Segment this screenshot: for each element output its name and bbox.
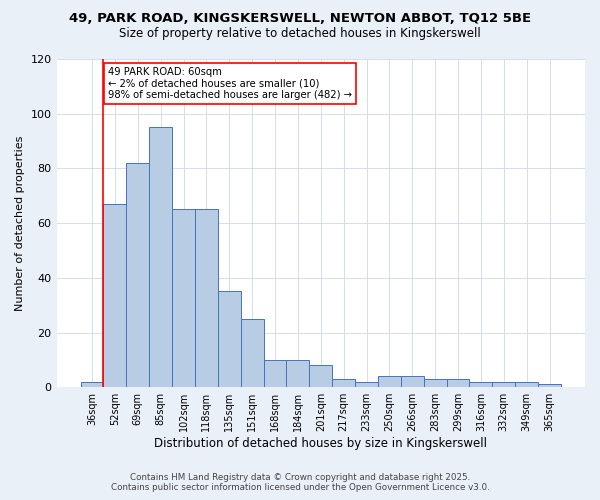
Bar [355, 382, 378, 387]
Bar [241, 319, 263, 387]
Bar [149, 128, 172, 387]
Bar [218, 292, 241, 387]
Bar [538, 384, 561, 387]
Text: 49, PARK ROAD, KINGSKERSWELL, NEWTON ABBOT, TQ12 5BE: 49, PARK ROAD, KINGSKERSWELL, NEWTON ABB… [69, 12, 531, 26]
Bar [446, 379, 469, 387]
Bar [127, 163, 149, 387]
Bar [263, 360, 286, 387]
Bar [424, 379, 446, 387]
Bar [286, 360, 310, 387]
Bar [401, 376, 424, 387]
Bar [103, 204, 127, 387]
Text: 49 PARK ROAD: 60sqm
← 2% of detached houses are smaller (10)
98% of semi-detache: 49 PARK ROAD: 60sqm ← 2% of detached hou… [108, 67, 352, 100]
Bar [469, 382, 493, 387]
Y-axis label: Number of detached properties: Number of detached properties [15, 136, 25, 311]
Bar [378, 376, 401, 387]
Bar [195, 210, 218, 387]
Bar [332, 379, 355, 387]
Bar [80, 382, 103, 387]
Text: Contains HM Land Registry data © Crown copyright and database right 2025.
Contai: Contains HM Land Registry data © Crown c… [110, 473, 490, 492]
X-axis label: Distribution of detached houses by size in Kingskerswell: Distribution of detached houses by size … [154, 437, 487, 450]
Bar [515, 382, 538, 387]
Bar [172, 210, 195, 387]
Bar [493, 382, 515, 387]
Bar [310, 366, 332, 387]
Text: Size of property relative to detached houses in Kingskerswell: Size of property relative to detached ho… [119, 28, 481, 40]
